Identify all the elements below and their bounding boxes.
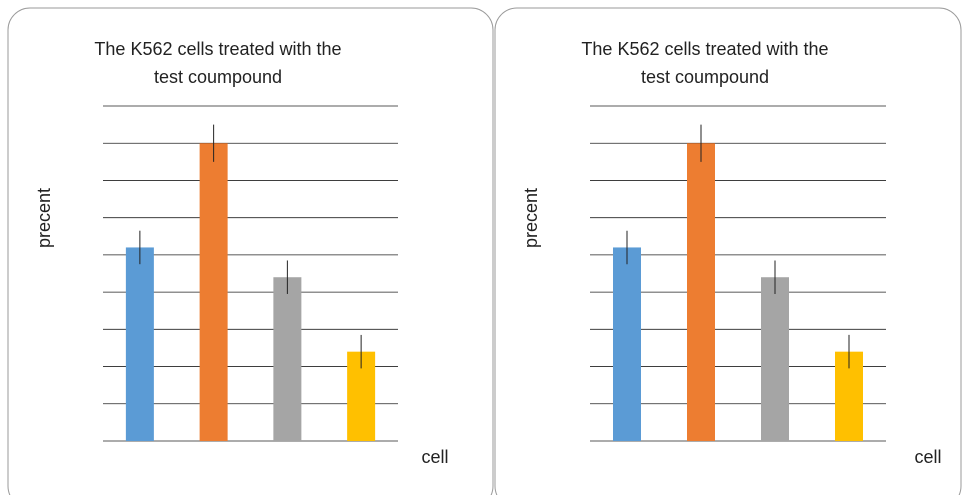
chart-title: test coumpound	[641, 67, 769, 87]
y-axis-label: precent	[34, 188, 54, 248]
x-axis-label: cell	[421, 447, 448, 467]
bar	[687, 143, 715, 441]
bar	[125, 247, 154, 441]
chart-title: The K562 cells treated with the	[581, 39, 828, 59]
chart-title: test coumpound	[154, 67, 282, 87]
y-axis-label: precent	[521, 188, 541, 248]
x-axis-label: cell	[914, 447, 941, 467]
bar	[613, 247, 641, 441]
bar	[199, 143, 228, 441]
bar	[273, 277, 302, 441]
bar	[761, 277, 789, 441]
chart-title: The K562 cells treated with the	[94, 39, 341, 59]
